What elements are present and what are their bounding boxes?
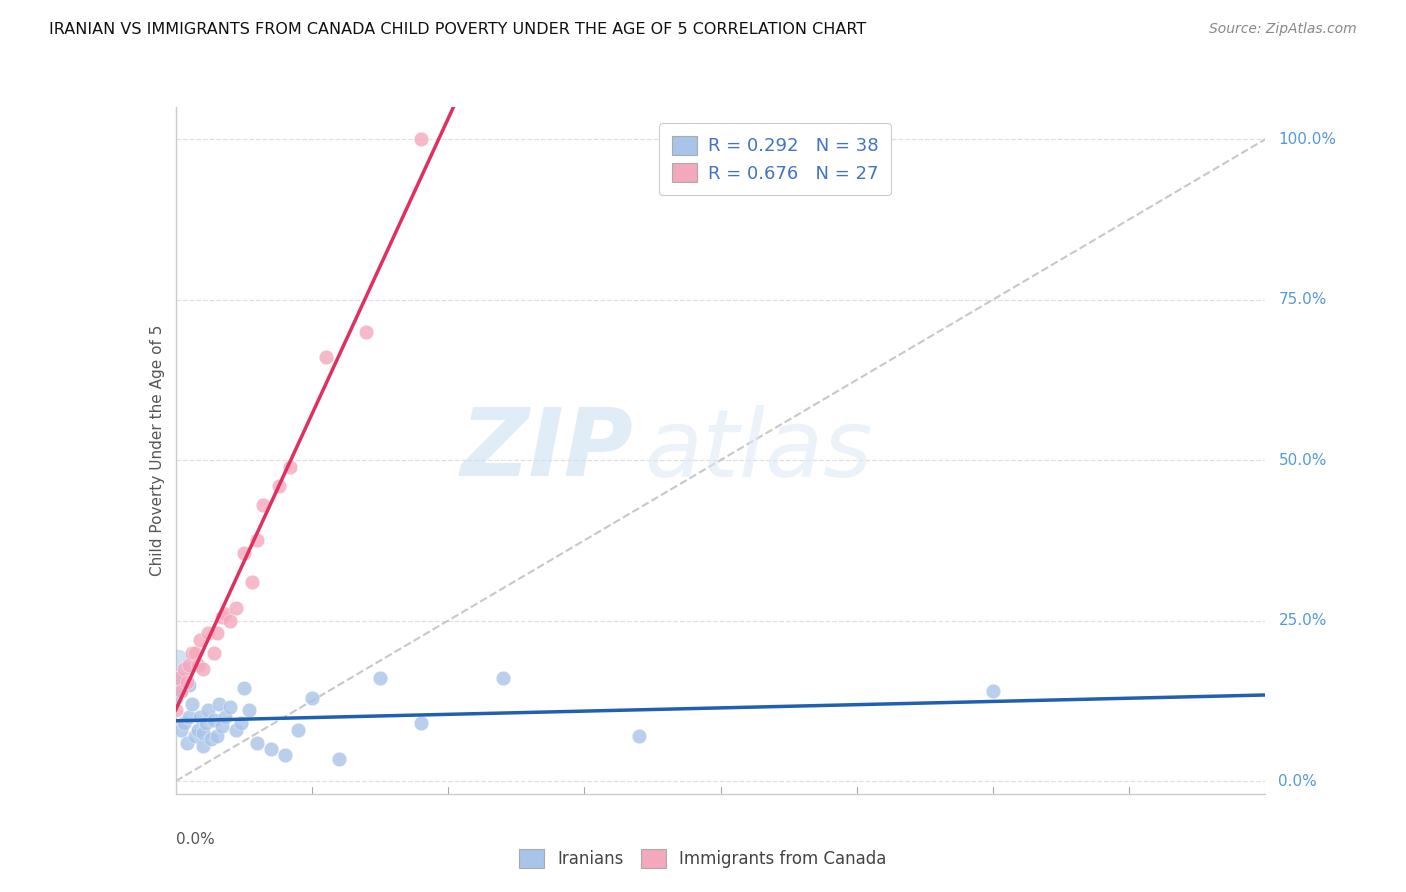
Point xyxy=(191,726,214,740)
Point xyxy=(170,684,193,698)
Point xyxy=(170,684,193,698)
Legend: Iranians, Immigrants from Canada: Iranians, Immigrants from Canada xyxy=(513,843,893,875)
Point xyxy=(232,681,254,695)
Point xyxy=(252,498,274,512)
Point xyxy=(269,479,291,493)
Point xyxy=(191,662,214,676)
Point xyxy=(315,351,337,365)
Point xyxy=(214,710,236,724)
Point xyxy=(173,662,195,676)
Point xyxy=(167,671,190,685)
Text: IRANIAN VS IMMIGRANTS FROM CANADA CHILD POVERTY UNDER THE AGE OF 5 CORRELATION C: IRANIAN VS IMMIGRANTS FROM CANADA CHILD … xyxy=(49,22,866,37)
Point xyxy=(278,459,301,474)
Point xyxy=(188,632,211,647)
Point xyxy=(409,132,432,146)
Point xyxy=(197,703,219,717)
Point xyxy=(181,697,204,711)
Point xyxy=(409,716,432,731)
Point xyxy=(179,678,201,692)
Point xyxy=(176,674,198,689)
Legend: R = 0.292   N = 38, R = 0.676   N = 27: R = 0.292 N = 38, R = 0.676 N = 27 xyxy=(659,123,891,195)
Text: 100.0%: 100.0% xyxy=(1278,132,1337,146)
Text: 0.0%: 0.0% xyxy=(1278,773,1317,789)
Point xyxy=(211,610,233,624)
Point xyxy=(356,325,378,339)
Point xyxy=(240,575,263,590)
Point xyxy=(205,729,228,743)
Text: 75.0%: 75.0% xyxy=(1278,292,1327,307)
Point xyxy=(238,703,260,717)
Point xyxy=(170,723,193,737)
Point xyxy=(225,600,247,615)
Point xyxy=(194,716,217,731)
Point xyxy=(246,533,269,548)
Point xyxy=(191,739,214,753)
Point xyxy=(202,646,225,660)
Point xyxy=(219,700,242,714)
Point xyxy=(260,742,283,756)
Point xyxy=(167,671,190,685)
Point xyxy=(246,735,269,749)
Point xyxy=(981,684,1004,698)
Point xyxy=(232,546,254,560)
Point xyxy=(184,729,207,743)
Text: Source: ZipAtlas.com: Source: ZipAtlas.com xyxy=(1209,22,1357,37)
Point xyxy=(301,690,323,705)
Point xyxy=(627,729,650,743)
Point xyxy=(274,748,297,763)
Point xyxy=(492,671,515,685)
Point xyxy=(186,658,209,673)
Y-axis label: Child Poverty Under the Age of 5: Child Poverty Under the Age of 5 xyxy=(149,325,165,576)
Point xyxy=(205,626,228,640)
Point xyxy=(202,713,225,727)
Point xyxy=(368,671,391,685)
Text: 0.0%: 0.0% xyxy=(176,831,215,847)
Point xyxy=(328,751,350,765)
Point xyxy=(231,716,253,731)
Point xyxy=(225,723,247,737)
Point xyxy=(165,690,187,705)
Point xyxy=(165,703,187,717)
Point xyxy=(200,732,222,747)
Point xyxy=(208,697,231,711)
Point xyxy=(211,719,233,733)
Point xyxy=(184,646,207,660)
Text: 50.0%: 50.0% xyxy=(1278,452,1327,467)
Text: 25.0%: 25.0% xyxy=(1278,613,1327,628)
Point xyxy=(165,658,187,673)
Point xyxy=(214,607,236,622)
Point xyxy=(188,710,211,724)
Point xyxy=(179,658,201,673)
Point xyxy=(219,614,242,628)
Point xyxy=(287,723,309,737)
Point xyxy=(186,723,209,737)
Point xyxy=(179,710,201,724)
Text: atlas: atlas xyxy=(644,405,873,496)
Point xyxy=(197,626,219,640)
Point xyxy=(173,716,195,731)
Text: ZIP: ZIP xyxy=(461,404,633,497)
Point xyxy=(181,646,204,660)
Point xyxy=(176,735,198,749)
